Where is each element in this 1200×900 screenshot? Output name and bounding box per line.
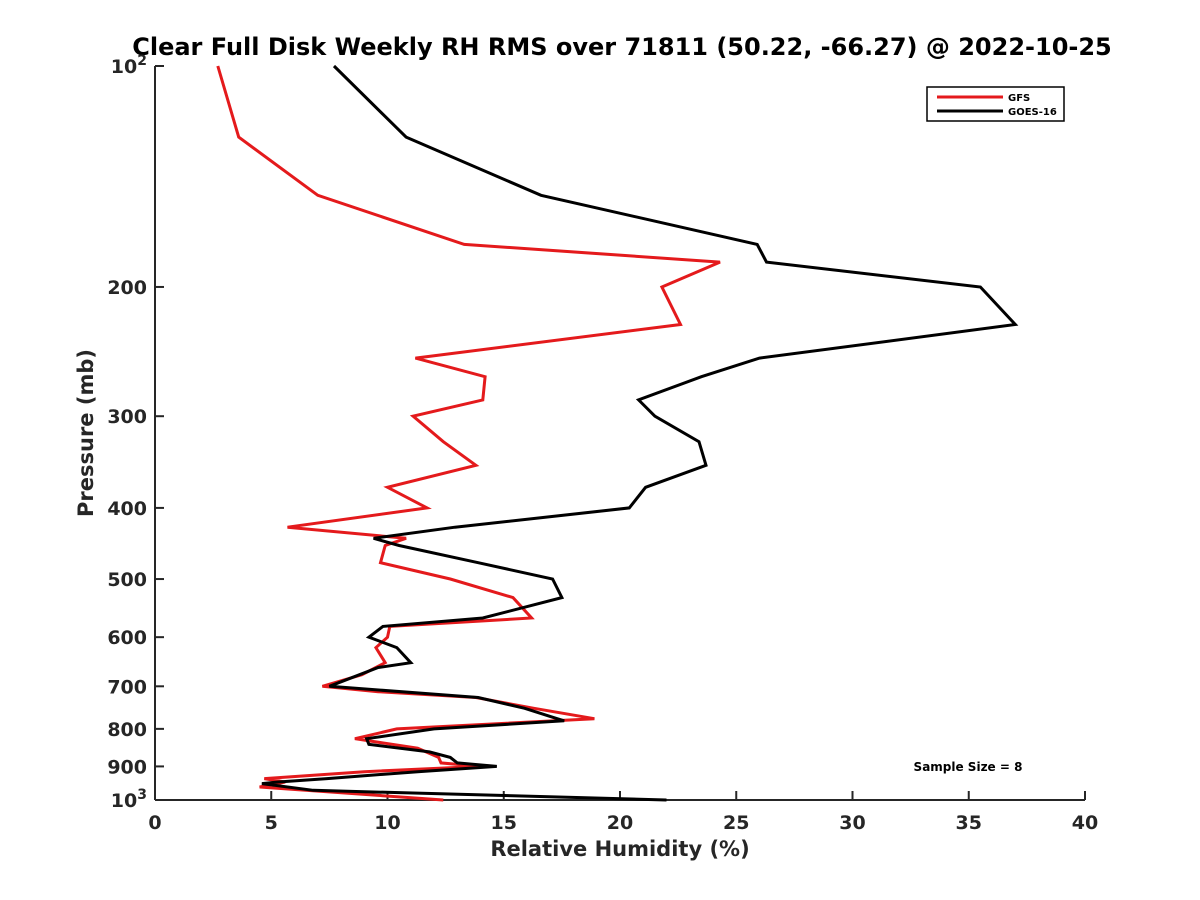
y-tick-label: 900: [107, 756, 147, 778]
x-tick-label: 10: [374, 812, 400, 834]
y-tick-label: 400: [107, 498, 147, 520]
y-tick-label: 102: [111, 53, 147, 78]
x-tick-label: 25: [723, 812, 749, 834]
y-tick-label: 300: [107, 406, 147, 428]
x-axis-label: Relative Humidity (%): [490, 837, 749, 861]
x-axis-ticks: 0 5 10 15 20 25 30 35 40: [148, 791, 1098, 834]
y-tick-label: 700: [107, 676, 147, 698]
series-layer: [216, 64, 1019, 802]
y-axis-label: Pressure (mb): [74, 349, 98, 517]
y-tick-label: 800: [107, 719, 147, 741]
y-tick-label: 500: [107, 569, 147, 591]
legend-label-gfs: GFS: [1008, 93, 1030, 104]
y-tick-label: 200: [107, 277, 147, 299]
plot-area: [154, 66, 1085, 801]
x-tick-label: 35: [956, 812, 982, 834]
x-tick-label: 5: [265, 812, 278, 834]
legend: GFS GOES-16: [926, 86, 1065, 122]
x-tick-label: 15: [491, 812, 517, 834]
series-line-gfs: [216, 65, 721, 802]
legend-label-goes-16: GOES-16: [1008, 107, 1057, 118]
sample-size-note: Sample Size = 8: [914, 760, 1023, 774]
x-tick-label: 30: [839, 812, 865, 834]
x-tick-label: 40: [1072, 812, 1098, 834]
series-line-goes-16: [261, 64, 1019, 802]
chart-title: Clear Full Disk Weekly RH RMS over 71811…: [132, 33, 1112, 61]
y-tick-label: 103: [111, 787, 147, 812]
y-tick-label: 600: [107, 627, 147, 649]
x-tick-label: 20: [607, 812, 633, 834]
legend-box: [926, 86, 1065, 122]
x-tick-label: 0: [148, 812, 161, 834]
y-axis-ticks: 102 200 300 400 500 600 700 800 900 103: [107, 53, 164, 812]
